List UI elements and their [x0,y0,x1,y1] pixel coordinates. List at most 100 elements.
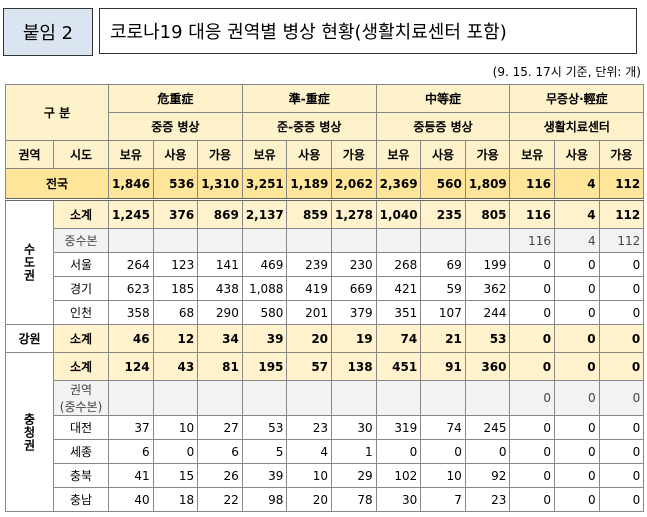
empty-cell [464,228,511,253]
cell: 239 [286,252,333,277]
header-row: 권역 시도 보유 사용 가용 보유 사용 가용 보유 사용 가용 보유 사용 가용 [5,140,645,169]
data-row: 충청권 소계 124 43 81 195 57 138 451 91 360 0 0 0 [5,352,645,512]
cell: 0 [598,380,645,416]
data-row: 인천 358 68 290 580 201 379 351 107 244 0 0 0 [6,300,645,325]
cell: 235 [420,199,466,229]
header-row: 중증 병상 준-중증 병상 중등증 병상 생활치료센터 [6,112,645,141]
cell: 141 [197,252,243,277]
group-top: 무증상·輕症 [509,84,645,113]
cell: 376 [152,199,199,229]
cell: 2,062 [331,168,377,201]
empty-cell [108,380,154,416]
cell: 18 [152,487,199,512]
empty-cell [241,380,288,416]
cell: 2,137 [241,199,288,229]
cell: 0 [420,439,466,464]
sub-header: 사용 [420,140,466,169]
group-label: 준-중증 병상 [241,112,377,141]
cell: 12 [152,324,199,353]
cell: 30 [375,487,422,512]
empty-cell [241,228,288,253]
cell: 469 [241,252,288,277]
cell: 92 [464,463,511,488]
sub-header: 가용 [331,140,377,169]
cell: 244 [464,300,511,325]
cell: 53 [464,324,511,353]
cell: 0 [554,463,600,488]
cell: 30 [331,415,377,440]
cell: 0 [509,463,556,488]
cell: 23 [464,487,511,512]
cell: 358 [108,300,154,325]
data-row: 수도권 소계 1,245 376 869 2,137 859 1,278 1,040 235 805… [5,199,645,325]
cell: 1,278 [331,199,377,229]
cell: 27 [197,415,243,440]
empty-cell [197,228,243,253]
cell: 124 [108,352,154,381]
sub-header: 사용 [286,140,333,169]
sub-header: 가용 [197,140,243,169]
cell: 419 [286,276,333,301]
cell: 0 [509,380,556,416]
empty-cell [375,228,422,253]
cell: 1,846 [108,168,154,201]
cell: 438 [197,276,243,301]
cell: 138 [331,352,377,381]
cell: 81 [197,352,243,381]
cell: 7 [420,487,466,512]
cell: 29 [331,463,377,488]
cell: 268 [375,252,422,277]
cell: 0 [598,276,645,301]
cell: 15 [152,463,199,488]
row-name: 권역 (중수본) [52,380,110,416]
cell: 201 [286,300,333,325]
cell: 19 [331,324,377,353]
row-name: 대전 [52,415,110,440]
national-row: 전국 1,846 536 1,310 3,251 1,189 2,062 2,369 560 1,… [4,168,645,201]
cell: 39 [241,324,288,353]
cell: 669 [331,276,377,301]
row-name: 전국 [4,168,110,201]
cell: 6 [197,439,243,464]
cell: 245 [464,415,511,440]
cell: 0 [554,415,600,440]
cell: 6 [108,439,154,464]
data-row: 중수본 116 4 112 [6,228,645,253]
cell: 0 [554,352,600,381]
sub-header: 사용 [554,140,600,169]
row-name: 경기 [52,276,110,301]
cell: 0 [598,439,645,464]
sub-header: 가용 [464,140,511,169]
group-top: 中等症 [375,84,511,113]
cell: 1,245 [108,199,154,229]
cell: 34 [197,324,243,353]
cell: 319 [375,415,422,440]
sub-header: 가용 [598,140,645,169]
sub-header: 보유 [375,140,422,169]
empty-cell [152,228,199,253]
cell: 0 [598,487,645,512]
header-row: 구 분 危重症 準-重症 中等症 무증상·輕症 [4,84,645,141]
cell: 91 [420,352,466,381]
sub-header: 보유 [509,140,556,169]
empty-cell [197,380,243,416]
cell: 264 [108,252,154,277]
cell: 580 [241,300,288,325]
cell: 0 [554,380,600,416]
cell: 0 [509,252,556,277]
sub-header: 보유 [241,140,288,169]
empty-cell [375,380,422,416]
cell: 195 [241,352,288,381]
data-row: 경기 623 185 438 1,088 419 669 421 59 362 0 0 0 [6,276,645,301]
cell: 10 [152,415,199,440]
data-row: 충북 41 15 26 39 10 29 102 10 92 0 0 0 [6,463,645,488]
cell: 0 [509,324,556,353]
cell: 107 [420,300,466,325]
cell: 859 [286,199,333,229]
empty-cell [464,380,511,416]
cell: 360 [464,352,511,381]
data-row: 세종 6 0 6 5 4 1 0 0 0 0 0 0 [6,439,645,464]
cell: 560 [420,168,466,201]
cell: 451 [375,352,422,381]
